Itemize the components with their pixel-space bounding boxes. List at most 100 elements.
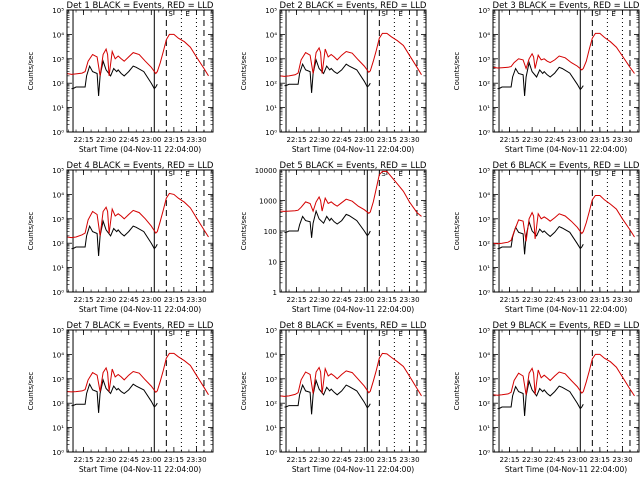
y-axis-label: Counts/sec [453, 212, 461, 251]
y-tick-label: 10⁰ [52, 129, 64, 137]
y-tick-label: 10¹ [52, 425, 64, 433]
lld-series-line [66, 192, 209, 239]
y-tick-label: 10¹ [265, 105, 277, 113]
y-tick-label: 10³ [478, 376, 490, 384]
plot-frame [279, 329, 427, 453]
x-tick-label: 22:45 [545, 296, 565, 304]
x-tick-label: 23:30 [399, 136, 419, 144]
y-tick-label: 10⁰ [52, 289, 64, 297]
plot-frame [66, 169, 214, 293]
y-tick-label: 10² [265, 80, 277, 88]
start-marker-label: S [381, 170, 386, 178]
lld-series-line [66, 352, 209, 396]
start-marker-label: S [168, 10, 173, 18]
y-tick-label: 10⁴ [265, 351, 277, 359]
x-axis-label: Start Time (04-Nov-11 22:04:00) [505, 305, 627, 314]
y-tick-label: 10⁰ [265, 129, 277, 137]
chart-title: Det 5 BLACK = Events, RED = LLD [280, 161, 427, 171]
x-tick-label: 23:30 [399, 456, 419, 464]
chart-panel-9: Det 9 BLACK = Events, RED = LLD Counts/se… [453, 321, 640, 474]
x-tick-label: 23:30 [399, 296, 419, 304]
x-tick-label: 22:30 [96, 296, 116, 304]
x-tick-label: 23:30 [186, 296, 206, 304]
chart-title: Det 1 BLACK = Events, RED = LLD [67, 1, 214, 11]
plot-frame [66, 9, 214, 133]
x-tick-label: 22:45 [545, 456, 565, 464]
x-tick-label: 22:30 [309, 296, 329, 304]
chart-panel-4: Det 4 BLACK = Events, RED = LLD Counts/se… [27, 161, 214, 314]
chart-panel-6: Det 6 BLACK = Events, RED = LLD Counts/se… [453, 161, 640, 314]
end-marker-label: E [398, 170, 402, 178]
y-tick-label: 10⁵ [478, 7, 490, 15]
end-marker-label: E [611, 330, 615, 338]
chart-panel-1: Det 1 BLACK = Events, RED = LLD Counts/se… [27, 1, 214, 154]
y-axis-label: Counts/sec [240, 212, 248, 251]
x-tick-label: 23:15 [164, 456, 184, 464]
y-tick-label: 10² [478, 400, 490, 408]
y-tick-label: 10⁰ [265, 449, 277, 457]
x-tick-label: 22:15 [499, 296, 519, 304]
x-tick-label: 22:30 [96, 136, 116, 144]
x-tick-label: 22:45 [332, 456, 352, 464]
plot-frame [492, 169, 640, 293]
events-series-line [497, 60, 584, 97]
y-tick-label: 10³ [478, 56, 490, 64]
chart-title: Det 8 BLACK = Events, RED = LLD [280, 321, 427, 331]
chart-title: Det 7 BLACK = Events, RED = LLD [67, 321, 214, 331]
y-tick-label: 10⁴ [478, 351, 490, 359]
start-marker-label: S [168, 330, 173, 338]
start-marker-label: S [381, 10, 386, 18]
x-tick-label: 23:00 [141, 296, 161, 304]
x-tick-label: 23:15 [377, 136, 397, 144]
x-tick-label: 22:15 [499, 456, 519, 464]
x-tick-label: 22:45 [119, 296, 139, 304]
y-axis-label: Counts/sec [27, 212, 35, 251]
x-tick-label: 22:15 [286, 296, 306, 304]
x-tick-label: 23:00 [567, 456, 587, 464]
chart-panel-5: Det 5 BLACK = Events, RED = LLD Counts/se… [240, 161, 427, 314]
y-tick-label: 10⁵ [52, 167, 64, 175]
x-tick-label: 22:30 [522, 456, 542, 464]
events-series-line [71, 219, 158, 257]
lld-series-line [279, 170, 422, 217]
x-tick-label: 22:45 [332, 136, 352, 144]
end-marker-label: E [398, 10, 402, 18]
start-marker-label: S [594, 330, 599, 338]
x-tick-label: 23:30 [612, 456, 632, 464]
end-marker-label: E [398, 330, 402, 338]
x-tick-label: 23:00 [354, 136, 374, 144]
end-marker-label: E [611, 170, 615, 178]
y-tick-label: 10² [265, 400, 277, 408]
x-tick-label: 23:15 [590, 296, 610, 304]
x-tick-label: 23:30 [612, 136, 632, 144]
events-series-line [284, 58, 371, 93]
events-series-line [284, 378, 371, 415]
y-tick-label: 10⁰ [52, 449, 64, 457]
x-tick-label: 23:15 [164, 136, 184, 144]
x-tick-label: 22:15 [73, 296, 93, 304]
x-axis-label: Start Time (04-Nov-11 22:04:00) [505, 145, 627, 154]
y-tick-label: 10⁴ [52, 351, 64, 359]
y-tick-label: 10³ [52, 376, 64, 384]
lld-series-line [492, 32, 635, 74]
x-tick-label: 23:00 [141, 456, 161, 464]
y-axis-label: Counts/sec [453, 372, 461, 411]
lld-series-line [492, 195, 635, 245]
x-tick-label: 22:45 [119, 456, 139, 464]
y-tick-label: 10² [478, 240, 490, 248]
y-tick-label: 10¹ [52, 105, 64, 113]
x-tick-label: 23:15 [164, 296, 184, 304]
x-tick-label: 23:30 [186, 136, 206, 144]
x-tick-label: 22:15 [73, 456, 93, 464]
y-axis-label: Counts/sec [453, 52, 461, 91]
y-tick-label: 10² [478, 80, 490, 88]
lld-series-line [492, 353, 635, 397]
y-tick-label: 10⁵ [52, 327, 64, 335]
plot-frame [492, 329, 640, 453]
y-tick-label: 10¹ [52, 265, 64, 273]
lld-series-line [66, 33, 209, 77]
y-tick-label: 10¹ [478, 425, 490, 433]
y-axis-label: Counts/sec [27, 52, 35, 91]
chart-panel-2: Det 2 BLACK = Events, RED = LLD Counts/se… [240, 1, 427, 154]
